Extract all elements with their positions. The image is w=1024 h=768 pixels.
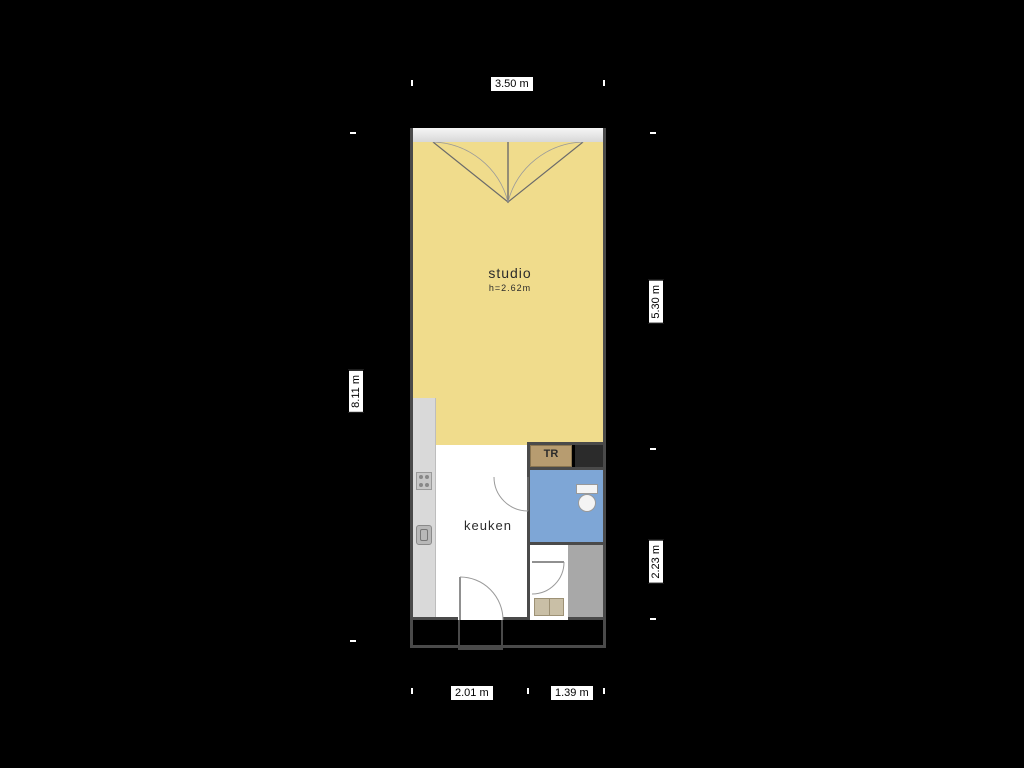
kitchen-counter — [413, 398, 436, 620]
entry — [568, 545, 603, 620]
dim-right-1: 5.30 m — [648, 280, 664, 324]
dim-tick — [411, 688, 413, 694]
label-keuken-name: keuken — [448, 518, 528, 533]
dim-bottom-2: 1.39 m — [550, 685, 594, 701]
label-tr: TR — [538, 448, 564, 460]
interior-wall — [413, 617, 458, 620]
dim-right-2: 2.23 m — [648, 540, 664, 584]
dim-tick — [527, 688, 529, 694]
label-studio-sub: h=2.62m — [460, 283, 560, 293]
label-studio-name: studio — [460, 265, 560, 281]
door-arc-icon — [530, 560, 566, 596]
shaft-block — [575, 445, 603, 467]
dim-tick — [650, 618, 656, 620]
dim-tick — [411, 80, 413, 86]
dim-tick — [603, 688, 605, 694]
dim-tick — [603, 80, 605, 86]
dim-tick — [350, 132, 356, 134]
dim-top: 3.50 m — [490, 76, 534, 92]
dim-tick — [650, 132, 656, 134]
dim-bottom-1: 2.01 m — [450, 685, 494, 701]
window-top — [413, 128, 603, 143]
door-arc-icon — [458, 575, 508, 625]
stove-icon — [416, 472, 432, 490]
floor-plan-canvas: 3.50 m 8.11 m 5.30 m 2.23 m 2.01 m 1.39 … — [0, 0, 1024, 768]
label-studio: studio h=2.62m — [460, 265, 560, 293]
door-arc-icon — [492, 475, 532, 515]
sink-icon — [416, 525, 432, 545]
dim-tick — [650, 448, 656, 450]
closet-icon — [534, 598, 564, 616]
toilet-icon — [576, 484, 598, 512]
label-keuken: keuken — [448, 518, 528, 533]
label-tr-name: TR — [538, 448, 564, 460]
dim-tick — [350, 640, 356, 642]
window-swing-icon — [413, 142, 603, 222]
interior-wall — [568, 617, 606, 620]
dim-left: 8.11 m — [348, 370, 364, 413]
